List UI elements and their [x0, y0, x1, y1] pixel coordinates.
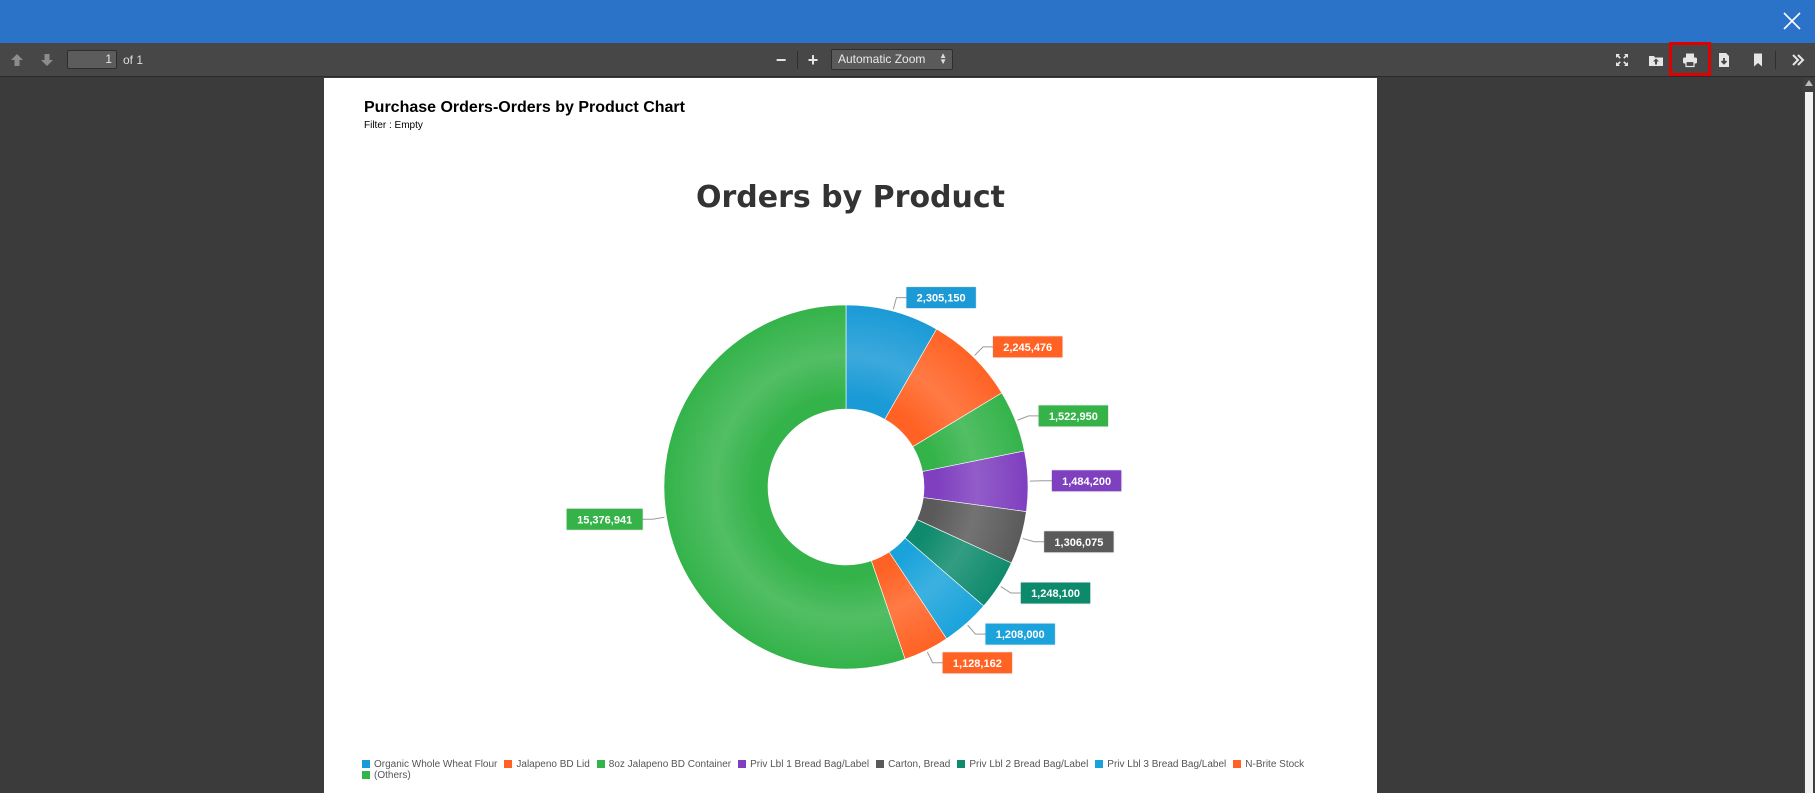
page-count-label: of 1	[123, 53, 144, 67]
zoom-in-button[interactable]: +	[807, 49, 819, 70]
data-label-box	[1038, 405, 1109, 427]
label-leader-line	[974, 346, 994, 356]
page-number-input[interactable]: 1	[67, 50, 117, 69]
data-label-box	[1044, 531, 1114, 553]
legend-label: (Others)	[374, 770, 411, 781]
legend-label: N-Brite Stock	[1245, 759, 1305, 770]
label-leader-line	[1022, 537, 1045, 543]
data-label: 2,245,476	[1003, 342, 1052, 354]
pdf-toolbar: 1 of 1 − + Automatic Zoom ▲ ▼	[0, 43, 1815, 77]
legend-swatch	[876, 760, 885, 768]
legend-item[interactable]: Jalapeno BD Lid	[504, 759, 590, 770]
legend-label: Priv Lbl 1 Bread Bag/Label	[750, 759, 870, 770]
data-label-box	[993, 336, 1063, 358]
previous-page-button[interactable]	[4, 48, 30, 72]
zoom-out-button[interactable]: −	[775, 49, 787, 70]
next-page-button[interactable]	[34, 48, 60, 72]
legend-swatch	[1095, 760, 1104, 768]
arrow-up-icon	[11, 54, 23, 66]
label-leader-line	[967, 624, 986, 635]
label-leader-line	[926, 651, 943, 664]
pdf-page: Purchase Orders-Orders by Product Chart …	[324, 78, 1377, 793]
data-label: 1,484,200	[1062, 476, 1111, 488]
legend-item[interactable]: Priv Lbl 2 Bread Bag/Label	[957, 759, 1088, 770]
data-label: 1,306,075	[1054, 537, 1103, 549]
legend-label: 8oz Jalapeno BD Container	[608, 759, 732, 770]
legend-label: Organic Whole Wheat Flour	[374, 759, 498, 770]
data-label-box	[985, 623, 1055, 645]
print-button[interactable]	[1677, 48, 1703, 72]
legend-item[interactable]: Organic Whole Wheat Flour	[362, 759, 497, 770]
presentation-mode-button[interactable]	[1609, 48, 1635, 72]
select-arrows-icon: ▲ ▼	[939, 51, 947, 66]
legend-label: Jalapeno BD Lid	[516, 759, 590, 770]
open-file-button[interactable]	[1643, 48, 1669, 72]
legend-swatch	[504, 760, 513, 768]
download-button[interactable]	[1711, 48, 1737, 72]
legend-item[interactable]: Carton, Bread	[876, 759, 950, 770]
data-label-box	[906, 287, 976, 309]
data-label: 1,248,100	[1031, 588, 1080, 600]
bookmark-button[interactable]	[1745, 48, 1771, 72]
download-icon	[1719, 53, 1729, 67]
label-leader-line	[642, 516, 665, 520]
document-viewer: Purchase Orders-Orders by Product Chart …	[0, 78, 1815, 793]
data-label-box	[942, 652, 1013, 674]
report-filter: Filter : Empty	[364, 120, 423, 131]
legend-item[interactable]: Priv Lbl 1 Bread Bag/Label	[738, 759, 869, 770]
legend-label: Priv Lbl 3 Bread Bag/Label	[1107, 759, 1227, 770]
legend-item[interactable]: (Others)	[362, 770, 411, 781]
legend-swatch	[957, 760, 966, 768]
fullscreen-icon	[1616, 54, 1628, 66]
data-label-box	[566, 508, 643, 530]
close-icon[interactable]	[1779, 8, 1805, 34]
double-chevron-right-icon	[1792, 54, 1805, 66]
data-label-box	[1051, 470, 1122, 492]
data-label-box	[1020, 582, 1091, 604]
window-titlebar	[0, 0, 1815, 43]
scrollbar-thumb[interactable]	[1805, 92, 1813, 793]
zoom-select[interactable]: Automatic Zoom ▲ ▼	[831, 49, 953, 70]
chart-legend: Organic Whole Wheat Flour Jalapeno BD Lid…	[362, 759, 1362, 781]
legend-swatch	[596, 760, 605, 768]
legend-item[interactable]: 8oz Jalapeno BD Container	[596, 759, 732, 770]
legend-item[interactable]: Priv Lbl 3 Bread Bag/Label	[1095, 759, 1226, 770]
legend-label: Priv Lbl 2 Bread Bag/Label	[969, 759, 1089, 770]
arrow-down-icon	[41, 54, 53, 66]
legend-swatch	[1233, 760, 1242, 768]
tools-menu-button[interactable]	[1785, 48, 1811, 72]
scroll-up-icon[interactable]	[1805, 80, 1813, 86]
label-leader-line	[892, 297, 907, 310]
zoom-select-value: Automatic Zoom	[838, 52, 926, 66]
legend-swatch	[362, 771, 370, 779]
data-label: 1,208,000	[996, 629, 1045, 641]
data-label: 15,376,941	[577, 514, 632, 526]
data-label: 1,522,950	[1049, 411, 1098, 423]
legend-swatch	[362, 760, 370, 768]
legend-item[interactable]: N-Brite Stock	[1233, 759, 1304, 770]
legend-label: Carton, Bread	[888, 759, 951, 770]
print-button-highlight	[1669, 42, 1711, 76]
print-icon	[1683, 53, 1697, 68]
bookmark-icon	[1754, 53, 1762, 67]
report-title: Purchase Orders-Orders by Product Chart	[364, 99, 685, 116]
label-leader-line	[1017, 415, 1039, 421]
label-leader-line	[1000, 586, 1021, 594]
toolbar-divider	[797, 51, 798, 69]
chart-title: Orders by Product	[695, 180, 1006, 215]
donut-slice	[663, 304, 906, 670]
legend-swatch	[738, 760, 747, 768]
toolbar-divider	[1775, 51, 1776, 69]
data-label: 1,128,162	[953, 658, 1002, 670]
data-label: 2,305,150	[917, 293, 966, 305]
donut-chart: 2,305,150 2,245,476 1,522,950 1,484,200 1,30…	[566, 287, 1122, 674]
open-file-icon	[1649, 56, 1663, 66]
